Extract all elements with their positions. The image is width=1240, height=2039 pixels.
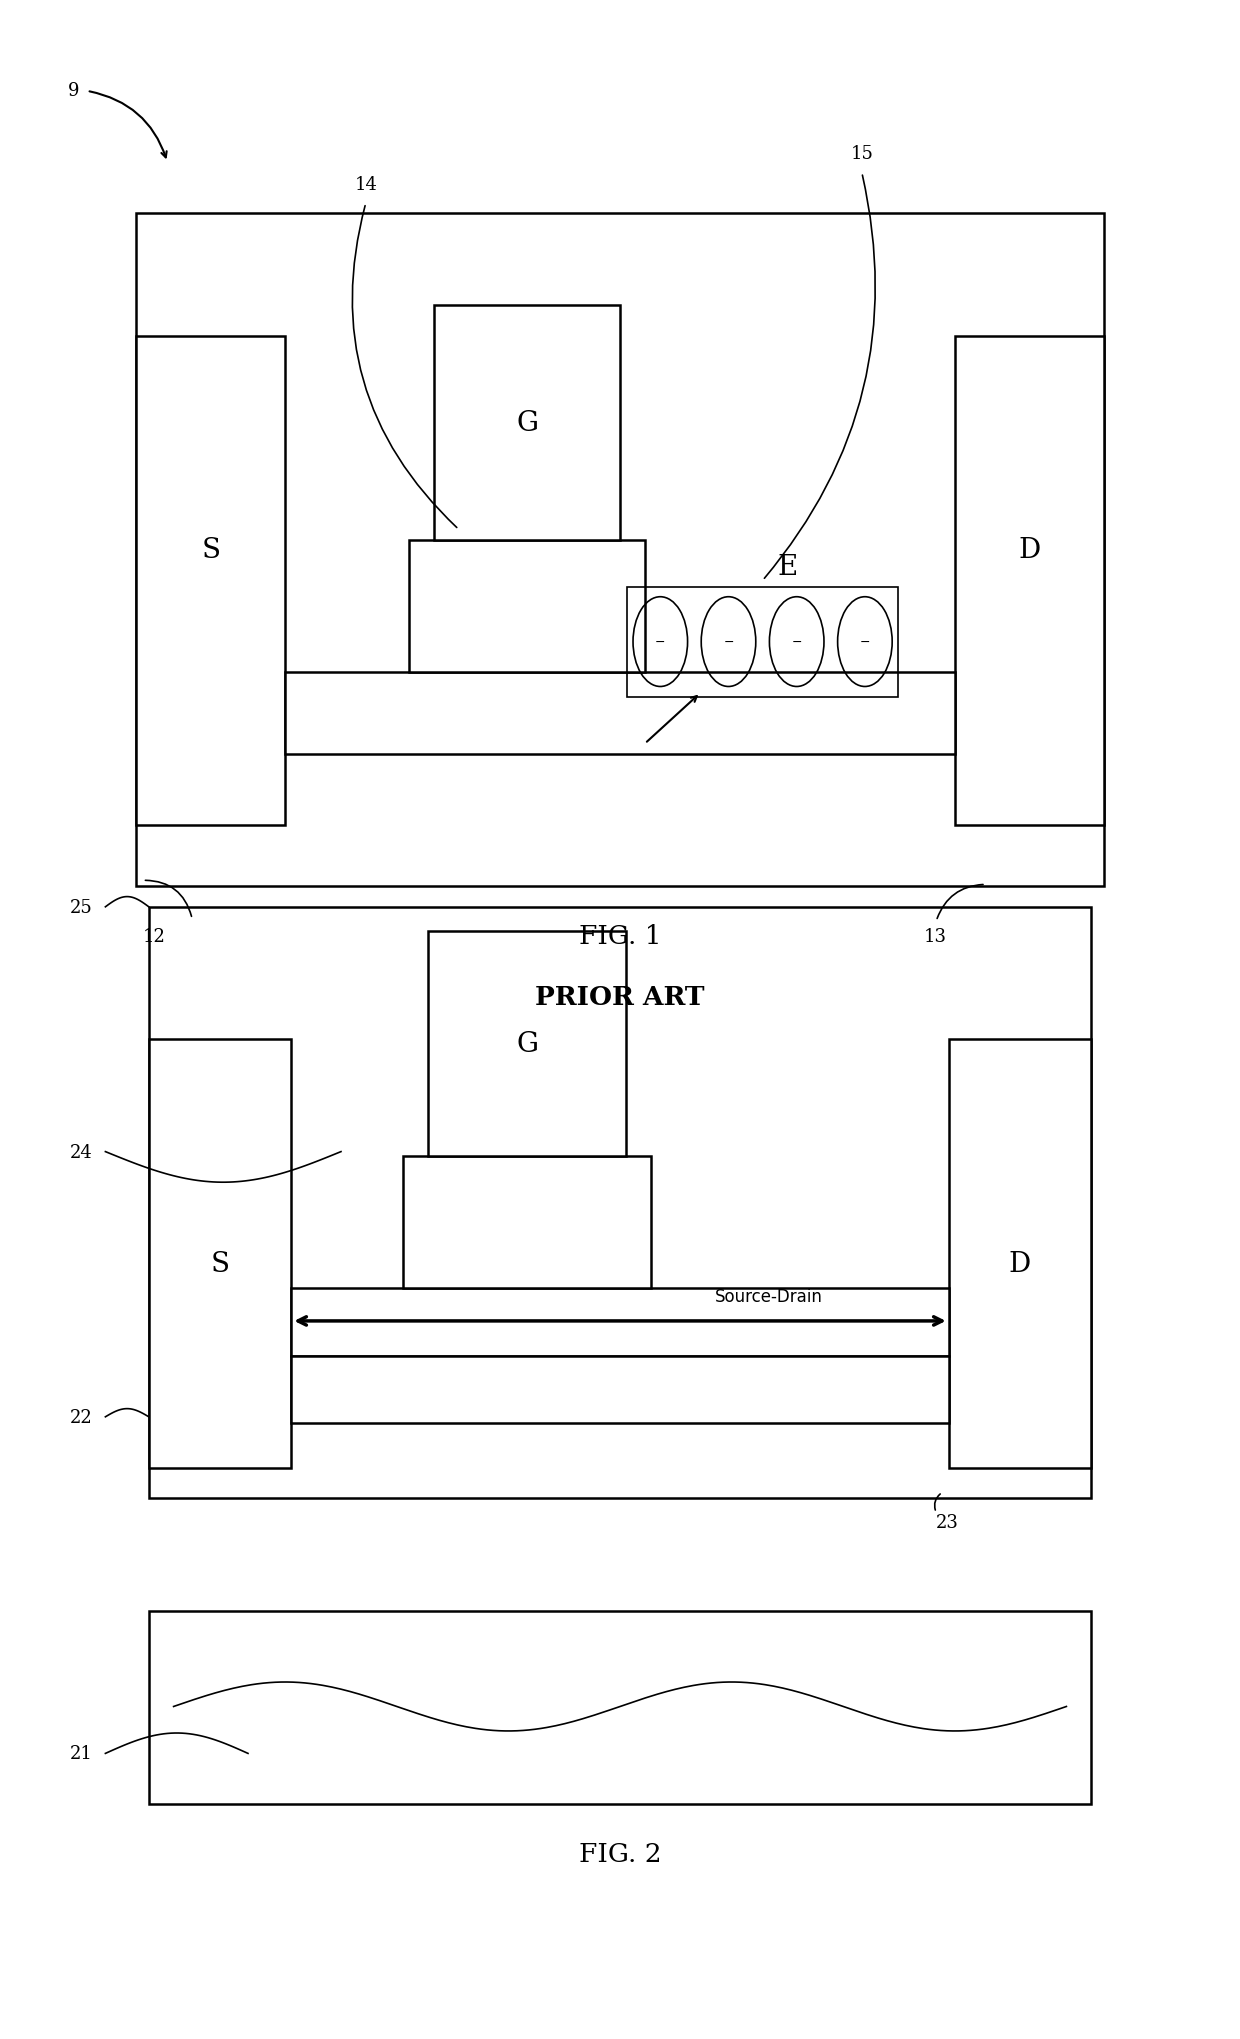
Text: S: S	[201, 536, 221, 565]
Text: D: D	[1018, 536, 1040, 565]
Text: −: −	[859, 636, 870, 648]
Text: 15: 15	[851, 145, 873, 163]
Bar	[409, 540, 645, 673]
Bar	[149, 1611, 1091, 1805]
Text: 13: 13	[924, 928, 947, 946]
Text: 21: 21	[71, 1745, 93, 1762]
Text: −: −	[655, 636, 666, 648]
Bar	[291, 1289, 949, 1356]
Text: G: G	[516, 1030, 538, 1058]
Bar	[434, 306, 620, 540]
Text: PRIOR ART: PRIOR ART	[536, 985, 704, 1009]
Bar	[149, 1040, 291, 1468]
Bar	[285, 673, 955, 754]
Text: FIG. 2: FIG. 2	[579, 1841, 661, 1866]
Text: D: D	[1009, 1250, 1030, 1278]
Text: Source-Drain: Source-Drain	[715, 1287, 822, 1305]
Text: 25: 25	[71, 899, 93, 916]
Bar	[428, 932, 626, 1156]
Bar	[955, 336, 1104, 826]
Text: E: E	[777, 553, 797, 581]
Text: S: S	[211, 1250, 229, 1278]
Text: 14: 14	[355, 175, 377, 194]
Bar	[949, 1040, 1091, 1468]
Text: −: −	[791, 636, 802, 648]
Bar	[291, 1356, 949, 1423]
Bar	[626, 587, 898, 697]
Text: 12: 12	[143, 928, 165, 946]
Text: 9: 9	[68, 82, 79, 100]
Bar	[136, 336, 285, 826]
Text: FIG. 1: FIG. 1	[579, 924, 661, 948]
Text: 22: 22	[71, 1409, 93, 1425]
Bar	[403, 1156, 651, 1289]
Text: −: −	[723, 636, 734, 648]
Bar	[149, 907, 1091, 1499]
Bar	[136, 214, 1104, 887]
Text: 24: 24	[71, 1144, 93, 1160]
Text: 23: 23	[936, 1513, 959, 1531]
Text: G: G	[516, 410, 538, 436]
